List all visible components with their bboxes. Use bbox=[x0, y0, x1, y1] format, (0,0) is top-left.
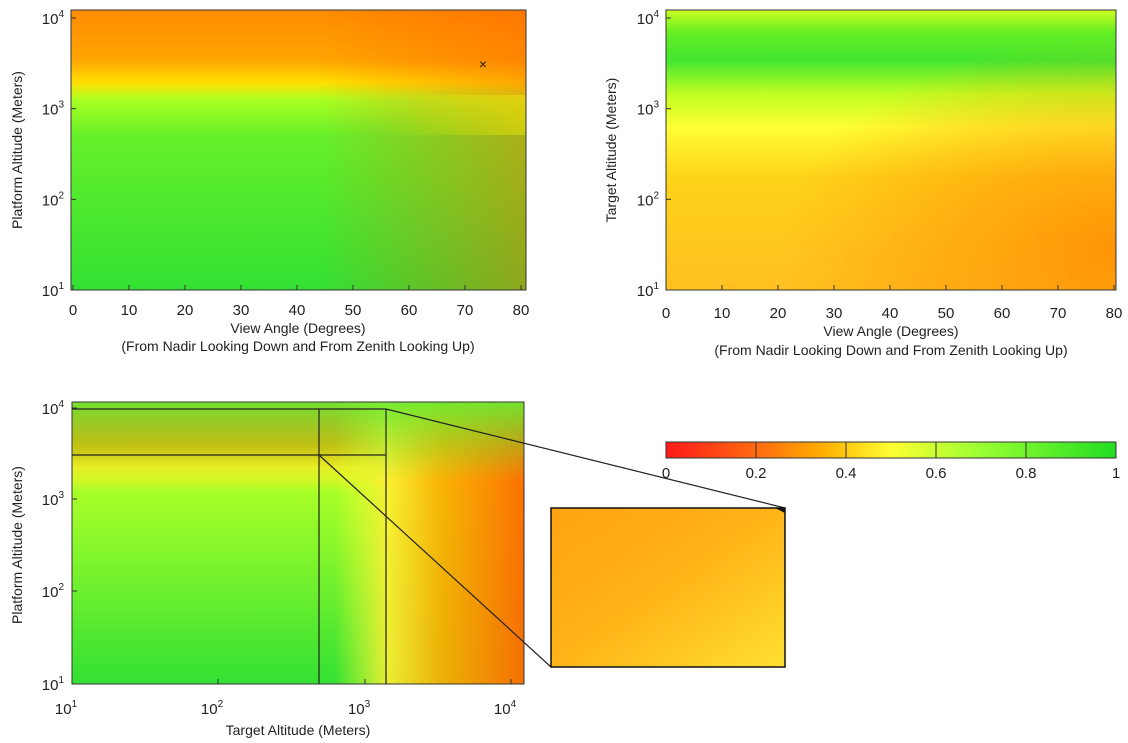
x-tick-label: 30 bbox=[826, 305, 843, 322]
x-tick-label: 103 bbox=[348, 699, 371, 718]
colorbar: 0 0.2 0.4 0.6 0.8 1 bbox=[662, 441, 1120, 482]
zoom-inset bbox=[550, 507, 786, 668]
colorbar-tick-label: 0.4 bbox=[836, 465, 857, 482]
x-tick-label: 50 bbox=[345, 302, 362, 319]
x-tick-label: 102 bbox=[201, 699, 224, 718]
x-tick-label: 50 bbox=[938, 305, 955, 322]
x-tick-label: 80 bbox=[1106, 305, 1123, 322]
colorbar-ramp bbox=[666, 442, 1116, 458]
x-tick-labels: 0 10 20 30 40 50 60 70 80 bbox=[662, 285, 1123, 322]
y-axis-label: Platform Altitude (Meters) bbox=[9, 466, 25, 624]
x-tick-label: 60 bbox=[401, 302, 418, 319]
heatmap-shading bbox=[666, 10, 1116, 290]
plot-frame bbox=[665, 9, 1117, 291]
y-tick-labels: 101 102 103 104 bbox=[637, 9, 671, 300]
colorbar-tick-label: 0 bbox=[662, 465, 670, 482]
x-tick-labels: 101 102 103 104 bbox=[55, 679, 517, 718]
x-tick-label: 60 bbox=[994, 305, 1011, 322]
colorbar-tick-label: 0.8 bbox=[1016, 465, 1037, 482]
x-tick-label: 0 bbox=[662, 305, 670, 322]
y-axis-label: Target Altitude (Meters) bbox=[603, 78, 619, 223]
x-tick-label: 20 bbox=[177, 302, 194, 319]
x-axis-label: View Angle (Degrees) bbox=[230, 320, 365, 336]
chart-target-vs-view-angle: 0 10 20 30 40 50 60 70 80 101 102 103 104 View Angl… bbox=[603, 9, 1122, 358]
plot-frame bbox=[71, 401, 525, 685]
x-tick-label: 40 bbox=[882, 305, 899, 322]
y-tick-label: 102 bbox=[637, 190, 660, 209]
heatmap-shading bbox=[71, 10, 526, 290]
x-tick-labels: 0 10 20 30 40 50 60 70 80 bbox=[69, 285, 530, 319]
x-tick-label: 40 bbox=[289, 302, 306, 319]
y-tick-label: 103 bbox=[637, 100, 660, 119]
x-tick-label: 101 bbox=[55, 699, 78, 718]
heatmap-shading-top bbox=[72, 402, 524, 684]
x-tick-label: 70 bbox=[457, 302, 474, 319]
x-tick-label: 30 bbox=[233, 302, 250, 319]
x-tick-label: 0 bbox=[69, 302, 77, 319]
y-tick-label: 103 bbox=[42, 100, 65, 119]
chart-platform-vs-view-angle: × 0 10 20 30 40 50 60 70 80 101 102 103 104 View An… bbox=[9, 9, 529, 354]
y-tick-labels: 101 102 103 104 bbox=[42, 399, 77, 694]
zoom-connector-top bbox=[385, 408, 786, 509]
y-tick-labels: 101 102 103 104 bbox=[42, 9, 76, 300]
x-tick-label: 104 bbox=[494, 699, 517, 718]
marker-symbol: × bbox=[479, 56, 487, 72]
y-tick-label: 104 bbox=[42, 399, 65, 418]
colorbar-tick-label: 0.6 bbox=[926, 465, 947, 482]
zoom-connector-bottom bbox=[318, 454, 552, 668]
y-tick-label: 102 bbox=[42, 582, 65, 601]
x-axis-sublabel: (From Nadir Looking Down and From Zenith… bbox=[121, 338, 474, 354]
zoom-inset-surface bbox=[551, 508, 785, 667]
chart-platform-vs-target: 101 102 103 104 101 102 103 104 Target Altitud… bbox=[9, 399, 786, 738]
x-axis-label: Target Altitude (Meters) bbox=[226, 722, 371, 738]
x-tick-label: 10 bbox=[121, 302, 138, 319]
zoom-inset-corner bbox=[775, 508, 785, 513]
y-tick-label: 101 bbox=[637, 281, 660, 300]
y-tick-label: 101 bbox=[42, 281, 65, 300]
y-tick-label: 103 bbox=[42, 490, 65, 509]
x-tick-label: 70 bbox=[1050, 305, 1067, 322]
colorbar-tick-label: 0.2 bbox=[746, 465, 767, 482]
plot-frame bbox=[70, 9, 527, 291]
x-tick-label: 20 bbox=[770, 305, 787, 322]
x-axis-label: View Angle (Degrees) bbox=[823, 323, 958, 339]
zoom-inset-frame bbox=[550, 507, 786, 668]
colorbar-tick-label: 1 bbox=[1112, 465, 1120, 482]
y-tick-label: 104 bbox=[42, 9, 65, 28]
colorbar-ticks: 0 0.2 0.4 0.6 0.8 1 bbox=[662, 442, 1120, 482]
heatmap-shading-band bbox=[71, 95, 526, 135]
x-axis-sublabel: (From Nadir Looking Down and From Zenith… bbox=[714, 342, 1067, 358]
x-tick-label: 10 bbox=[714, 305, 731, 322]
y-axis-label: Platform Altitude (Meters) bbox=[9, 71, 25, 229]
x-tick-label: 80 bbox=[513, 302, 530, 319]
y-tick-label: 101 bbox=[42, 675, 65, 694]
y-tick-label: 102 bbox=[42, 190, 65, 209]
y-tick-label: 104 bbox=[637, 9, 660, 28]
